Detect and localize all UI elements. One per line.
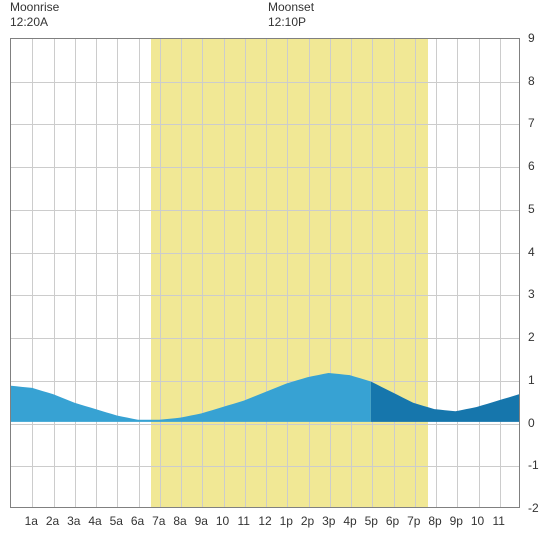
x-tick: 8a <box>173 514 186 528</box>
grid-line-v <box>436 39 437 507</box>
grid-line-v <box>96 39 97 507</box>
grid-line-h <box>11 466 519 467</box>
grid-line-v <box>202 39 203 507</box>
moonset-time: 12:10P <box>268 15 314 30</box>
grid-line-v <box>75 39 76 507</box>
grid-line-v <box>351 39 352 507</box>
grid-line-h <box>11 381 519 382</box>
x-tick: 9p <box>450 514 463 528</box>
grid-line-v <box>372 39 373 507</box>
grid-line-v <box>224 39 225 507</box>
daylight-band <box>151 39 427 507</box>
moonset-title: Moonset <box>268 0 314 15</box>
y-tick: 9 <box>528 31 535 45</box>
grid-line-v <box>287 39 288 507</box>
grid-line-v <box>139 39 140 507</box>
grid-line-h <box>11 253 519 254</box>
x-tick: 10 <box>216 514 229 528</box>
moonrise-label: Moonrise 12:20A <box>10 0 59 30</box>
grid-line-v <box>54 39 55 507</box>
grid-line-v <box>479 39 480 507</box>
x-tick: 11 <box>238 514 250 528</box>
grid-line-v <box>415 39 416 507</box>
y-tick: 6 <box>528 159 535 173</box>
x-tick: 7p <box>407 514 420 528</box>
grid-line-v <box>500 39 501 507</box>
grid-line-v <box>394 39 395 507</box>
moonrise-title: Moonrise <box>10 0 59 15</box>
grid-line-v <box>309 39 310 507</box>
grid-line-h <box>11 124 519 125</box>
grid-line-v <box>457 39 458 507</box>
y-tick: 0 <box>528 416 535 430</box>
y-tick: -1 <box>528 458 539 472</box>
x-tick: 10 <box>471 514 484 528</box>
grid-line-v <box>245 39 246 507</box>
grid-line-v <box>330 39 331 507</box>
moonrise-time: 12:20A <box>10 15 59 30</box>
y-tick: 1 <box>528 373 535 387</box>
x-tick: 5a <box>110 514 123 528</box>
x-tick: 3a <box>67 514 80 528</box>
grid-line-v <box>266 39 267 507</box>
grid-line-v <box>32 39 33 507</box>
tide-chart: Moonrise 12:20A Moonset 12:10P -2-101234… <box>0 0 550 550</box>
x-tick: 4a <box>88 514 101 528</box>
x-tick: 5p <box>365 514 378 528</box>
x-tick: 4p <box>343 514 356 528</box>
grid-line-h <box>11 82 519 83</box>
x-tick: 3p <box>322 514 335 528</box>
y-tick: 5 <box>528 202 535 216</box>
moonset-label: Moonset 12:10P <box>268 0 314 30</box>
y-tick: 2 <box>528 330 535 344</box>
grid-line-h <box>11 210 519 211</box>
grid-line-h <box>11 167 519 168</box>
x-tick: 2a <box>46 514 59 528</box>
grid-line-h <box>11 424 519 425</box>
grid-line-h <box>11 295 519 296</box>
x-tick: 6p <box>386 514 399 528</box>
y-tick: -2 <box>528 501 539 515</box>
x-tick: 6a <box>131 514 144 528</box>
plot-area <box>10 38 520 508</box>
x-tick: 9a <box>195 514 208 528</box>
x-tick: 12 <box>258 514 271 528</box>
grid-line-v <box>181 39 182 507</box>
grid-line-v <box>117 39 118 507</box>
x-tick: 1a <box>25 514 38 528</box>
y-tick: 3 <box>528 287 535 301</box>
y-tick: 4 <box>528 245 535 259</box>
y-tick: 8 <box>528 74 535 88</box>
x-tick: 8p <box>428 514 441 528</box>
x-tick: 7a <box>152 514 165 528</box>
x-tick: 1p <box>280 514 293 528</box>
grid-line-v <box>160 39 161 507</box>
y-tick: 7 <box>528 116 535 130</box>
x-tick: 11 <box>493 514 505 528</box>
x-tick: 2p <box>301 514 314 528</box>
grid-line-h <box>11 338 519 339</box>
